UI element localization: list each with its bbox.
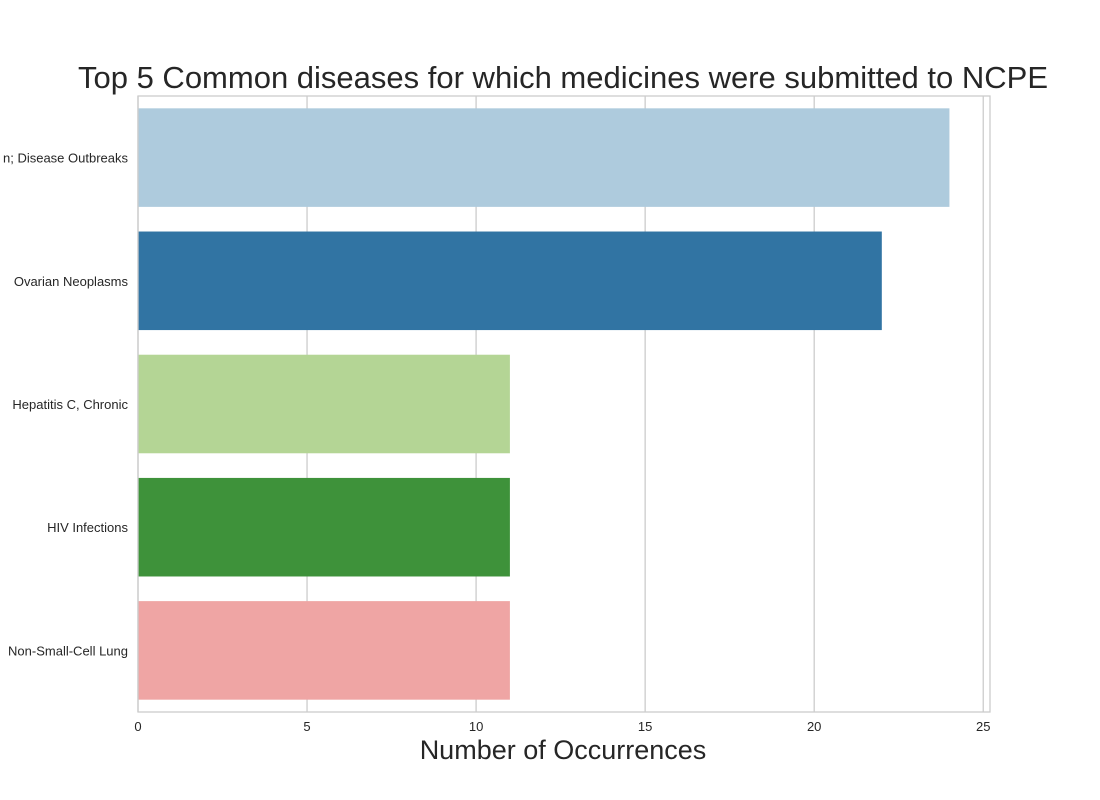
- y-tick-labels: n; Disease Outbreaks Ovarian Neoplasms Hep…: [3, 151, 129, 659]
- chart-title: Top 5 Common diseases for which medicine…: [78, 60, 1048, 95]
- bar: [138, 601, 510, 700]
- y-tick-label: Hepatitis C, Chronic: [12, 397, 128, 412]
- bar: [138, 231, 882, 331]
- x-tick-labels: 0 5 10 15 20 25: [134, 719, 990, 734]
- x-axis-label: Number of Occurrences: [420, 735, 707, 765]
- bar: [138, 354, 510, 454]
- y-tick-label: Non-Small-Cell Lung: [8, 643, 128, 658]
- y-tick-label: HIV Infections: [47, 520, 128, 535]
- plot-frame: [137, 95, 991, 713]
- bar: [138, 477, 510, 577]
- x-tick-label: 5: [303, 719, 310, 734]
- x-tick-label: 25: [976, 719, 990, 734]
- bars: [138, 108, 950, 700]
- bar: [138, 108, 950, 207]
- y-tick-label: n; Disease Outbreaks: [3, 151, 129, 166]
- x-tick-label: 10: [469, 719, 483, 734]
- x-tick-label: 15: [638, 719, 652, 734]
- y-tick-label: Ovarian Neoplasms: [14, 274, 129, 289]
- x-tick-label: 0: [134, 719, 141, 734]
- x-tick-label: 20: [807, 719, 821, 734]
